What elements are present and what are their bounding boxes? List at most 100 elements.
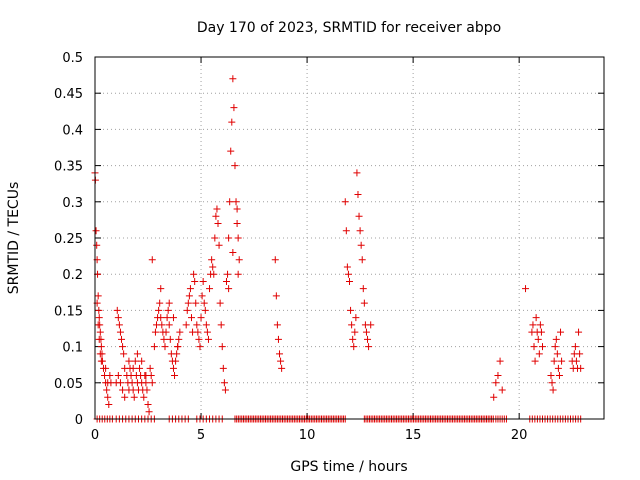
data-point — [272, 292, 280, 300]
data-point — [547, 372, 555, 380]
data-point — [274, 335, 282, 343]
data-point — [173, 350, 181, 358]
data-point — [119, 343, 127, 351]
data-point — [360, 299, 368, 307]
data-point — [538, 343, 546, 351]
data-point — [224, 270, 232, 278]
data-point — [225, 234, 233, 242]
data-point — [199, 277, 207, 285]
data-point — [341, 198, 349, 206]
data-point — [157, 314, 165, 322]
y-tick-label: 0.1 — [62, 341, 83, 356]
data-point — [202, 321, 210, 329]
data-point — [163, 314, 171, 322]
data-point — [206, 285, 214, 293]
data-point — [200, 299, 208, 307]
data-point — [571, 343, 579, 351]
data-point — [233, 205, 241, 213]
data-point — [172, 357, 180, 365]
data-point — [346, 277, 353, 285]
data-point — [120, 350, 128, 358]
data-point — [367, 321, 375, 329]
data-point — [216, 299, 224, 307]
data-point — [222, 277, 230, 285]
data-point — [534, 335, 542, 343]
data-point — [575, 328, 583, 336]
data-point — [113, 306, 121, 314]
data-point — [218, 343, 226, 351]
data-point — [182, 321, 190, 329]
data-point — [550, 357, 558, 365]
data-point — [347, 306, 355, 314]
y-tick-label: 0.45 — [54, 87, 83, 102]
data-point — [532, 314, 540, 322]
data-point — [104, 379, 112, 387]
data-point — [351, 328, 359, 336]
data-point — [116, 379, 124, 387]
data-point — [529, 321, 537, 329]
data-point — [530, 343, 538, 351]
data-point — [353, 169, 361, 177]
data-point — [278, 364, 286, 372]
data-point — [344, 270, 352, 278]
data-point — [355, 212, 363, 220]
x-tick-label: 15 — [405, 428, 422, 443]
data-point — [217, 321, 225, 329]
data-point — [273, 321, 281, 329]
data-point — [214, 220, 222, 228]
data-point — [576, 350, 584, 358]
data-point — [531, 357, 539, 365]
y-tick-label: 0.3 — [62, 196, 83, 211]
data-point — [95, 306, 103, 314]
data-point — [342, 227, 350, 235]
data-point — [234, 270, 242, 278]
data-point — [229, 75, 237, 83]
data-point — [155, 306, 163, 314]
data-point — [158, 321, 166, 329]
x-axis-label: GPS time / hours — [290, 459, 407, 475]
data-point — [225, 285, 233, 293]
data-point — [169, 364, 177, 372]
data-point — [138, 357, 146, 365]
data-point — [97, 357, 105, 365]
data-point — [577, 364, 585, 372]
data-point — [96, 328, 104, 336]
data-point — [554, 364, 562, 372]
data-point — [197, 314, 205, 322]
data-point — [230, 104, 238, 112]
data-point — [348, 321, 356, 329]
y-tick-label: 0.5 — [62, 51, 83, 66]
data-point — [174, 343, 182, 351]
data-point — [557, 328, 565, 336]
data-point — [161, 343, 169, 351]
data-point — [553, 350, 561, 358]
data-point — [555, 372, 563, 380]
data-point — [105, 401, 113, 409]
data-point — [231, 162, 239, 170]
data-point — [196, 343, 204, 351]
data-point — [136, 364, 144, 372]
x-tick-label: 10 — [299, 428, 316, 443]
data-point — [166, 335, 174, 343]
data-point — [198, 292, 206, 300]
y-tick-label: 0 — [75, 413, 83, 428]
data-point — [116, 328, 124, 336]
data-point — [572, 357, 580, 365]
data-point — [171, 372, 179, 380]
data-point — [354, 191, 362, 199]
data-point — [350, 343, 358, 351]
data-point — [97, 343, 105, 351]
data-point — [558, 357, 566, 365]
data-point — [148, 256, 156, 264]
data-point — [551, 343, 559, 351]
data-point — [115, 321, 123, 329]
data-point — [490, 393, 498, 401]
data-point — [94, 321, 102, 329]
data-point — [210, 270, 218, 278]
gridlines — [95, 57, 604, 419]
data-point — [175, 335, 183, 343]
data-point — [211, 234, 219, 242]
y-axis-label: SRMTID / TECUs — [6, 182, 22, 295]
data-point — [271, 256, 279, 264]
